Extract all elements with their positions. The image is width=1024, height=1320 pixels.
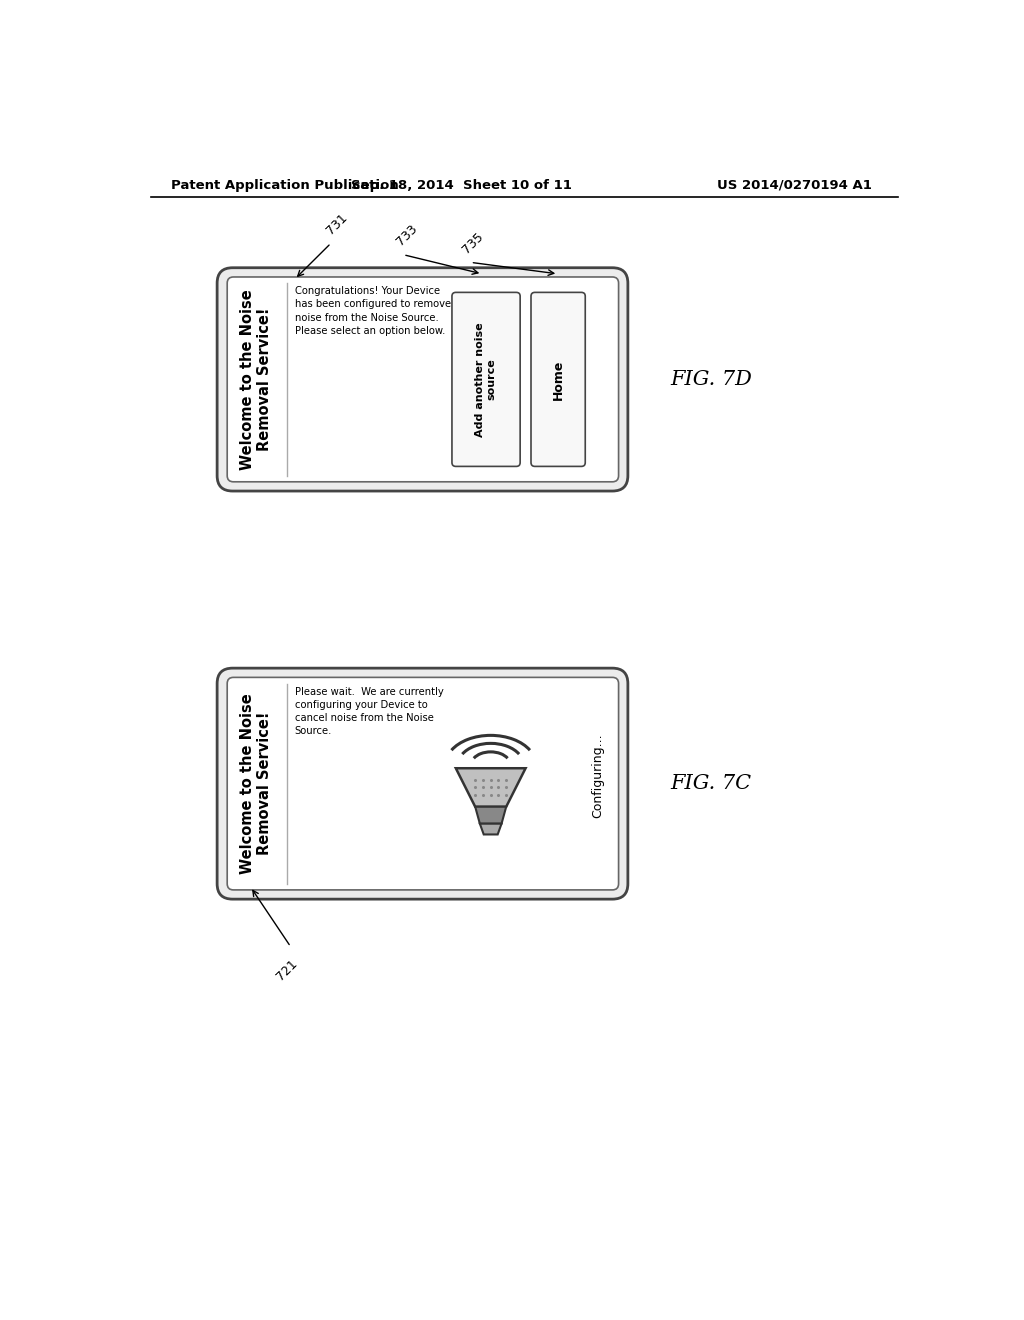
Polygon shape — [456, 768, 525, 807]
Text: Patent Application Publication: Patent Application Publication — [171, 178, 398, 191]
Polygon shape — [475, 807, 506, 824]
Text: Please wait.  We are currently
configuring your Device to
cancel noise from the : Please wait. We are currently configurin… — [295, 686, 443, 737]
FancyBboxPatch shape — [227, 677, 618, 890]
Text: Welcome to the Noise
Removal Service!: Welcome to the Noise Removal Service! — [240, 693, 272, 874]
Text: Home: Home — [552, 359, 564, 400]
Text: Sep. 18, 2014  Sheet 10 of 11: Sep. 18, 2014 Sheet 10 of 11 — [351, 178, 571, 191]
FancyBboxPatch shape — [217, 668, 628, 899]
Text: 733: 733 — [394, 223, 420, 248]
Text: 731: 731 — [325, 211, 350, 238]
Text: FIG. 7C: FIG. 7C — [671, 774, 752, 793]
FancyBboxPatch shape — [531, 293, 586, 466]
FancyBboxPatch shape — [227, 277, 618, 482]
Polygon shape — [480, 824, 502, 834]
Text: US 2014/0270194 A1: US 2014/0270194 A1 — [717, 178, 871, 191]
Text: 721: 721 — [273, 957, 300, 983]
FancyBboxPatch shape — [217, 268, 628, 491]
Text: Welcome to the Noise
Removal Service!: Welcome to the Noise Removal Service! — [240, 289, 272, 470]
Text: Congratulations! Your Device
has been configured to remove
noise from the Noise : Congratulations! Your Device has been co… — [295, 286, 451, 335]
Text: Add another noise
source: Add another noise source — [475, 322, 497, 437]
Text: 735: 735 — [460, 230, 486, 256]
Text: FIG. 7D: FIG. 7D — [671, 370, 753, 389]
Text: Configuring...: Configuring... — [592, 734, 604, 818]
FancyBboxPatch shape — [452, 293, 520, 466]
